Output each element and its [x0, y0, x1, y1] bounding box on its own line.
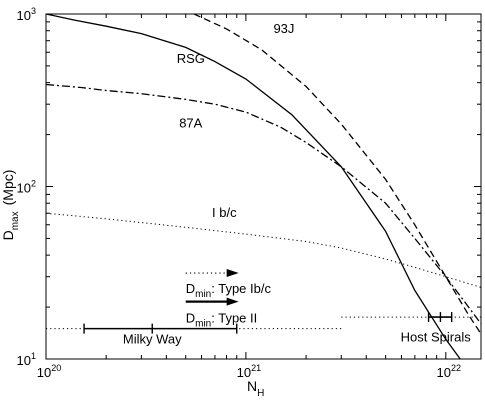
ranges-group: Milky Way Host Spirals — [46, 312, 481, 346]
series-line-87a — [46, 83, 481, 325]
y-tick-label-0-exp: 1 — [31, 351, 36, 361]
plot-frame-group — [45, 13, 482, 360]
x-tick-label-2: 1022 — [437, 363, 461, 380]
curve-label-3: I b/c — [212, 205, 237, 220]
legend-label-0: Dmin: Type Ib/c — [186, 281, 272, 300]
x-tick-label-1-base: 10 — [237, 365, 251, 380]
x-tick-label-1: 1021 — [237, 363, 261, 380]
x-tick-label-0-base: 10 — [37, 365, 51, 380]
plot-frame — [45, 13, 482, 360]
y-tick-label-0-base: 10 — [17, 353, 31, 368]
legend-arrowhead-0 — [226, 269, 239, 278]
legend-label-1: Dmin: Type II — [186, 310, 258, 329]
legend-label-1-post: : Type II — [211, 310, 257, 325]
y-tick-label-2-base: 10 — [17, 8, 31, 23]
series-line-i-b-c — [46, 212, 481, 288]
series-line-rsg — [46, 14, 461, 359]
y-tick-label-0: 101 — [17, 351, 36, 368]
legend-arrowhead-1 — [226, 297, 239, 306]
y-tick-label-1-exp: 2 — [31, 179, 36, 189]
x-tick-label-0: 1020 — [37, 363, 61, 380]
legend-label-1-pre: D — [186, 310, 195, 325]
legend-label-0-sub: min — [195, 289, 211, 300]
series-group — [46, 14, 481, 359]
y-tick-label-1: 102 — [17, 179, 36, 196]
range-label-host-spirals: Host Spirals — [401, 330, 472, 345]
y-tick-label-2-exp: 3 — [31, 6, 36, 16]
x-tick-label-2-exp: 22 — [451, 363, 461, 373]
x-axis-title: NH — [247, 378, 264, 399]
curve-label-1: RSG — [177, 51, 205, 66]
legend-label-1-sub: min — [195, 318, 211, 329]
curve-label-2: 87A — [179, 115, 202, 130]
range-label-milky-way: Milky Way — [123, 331, 182, 346]
y-tick-label-2: 103 — [17, 6, 36, 23]
series-line-93j — [193, 14, 481, 335]
labels-group: 93J RSG 87A I b/c — [177, 21, 295, 220]
y-tick-label-1-base: 10 — [17, 181, 31, 196]
legend-label-0-pre: D — [186, 281, 195, 296]
legend-label-0-post: : Type Ib/c — [211, 281, 271, 296]
x-tick-label-0-exp: 20 — [51, 363, 61, 373]
curve-label-0: 93J — [273, 21, 294, 36]
x-tick-label-2-base: 10 — [437, 365, 451, 380]
y-axis-title: Dmax(Mpc) — [0, 170, 21, 241]
x-tick-label-1-exp: 21 — [251, 363, 261, 373]
